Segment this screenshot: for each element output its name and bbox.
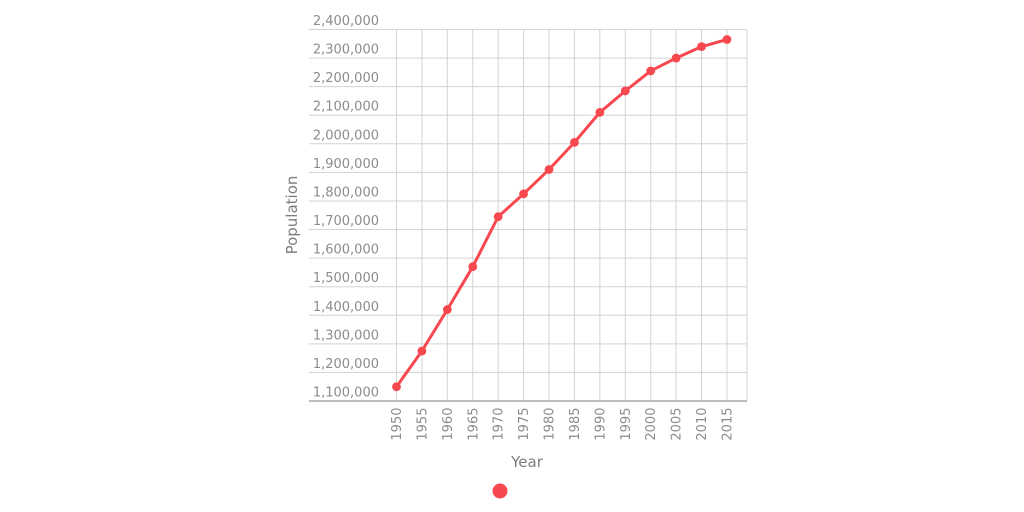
y-tick-label: 1,400,000: [313, 300, 379, 315]
x-tick-label: 2015: [720, 408, 735, 441]
x-tick-label: 1950: [390, 408, 405, 441]
x-tick-label: 2010: [695, 408, 710, 441]
data-point[interactable]: [646, 66, 656, 76]
y-tick-label: 2,300,000: [313, 43, 379, 58]
data-point[interactable]: [442, 305, 452, 314]
x-tick-label: 1980: [543, 408, 558, 441]
y-tick-label: 1,100,000: [313, 386, 379, 401]
x-tick-label: 1985: [568, 408, 583, 441]
x-tick-label: 1955: [415, 408, 430, 441]
x-tick-label: 1960: [441, 408, 456, 441]
y-tick-label: 2,400,000: [313, 14, 379, 29]
data-point[interactable]: [722, 35, 732, 44]
legend: [492, 483, 508, 499]
y-tick-label: 1,500,000: [313, 271, 379, 286]
y-tick-label: 1,200,000: [313, 357, 379, 372]
y-tick-label: 1,900,000: [313, 157, 379, 172]
y-tick-label: 1,800,000: [313, 185, 379, 200]
x-tick-label: 2000: [644, 408, 659, 441]
x-axis-title: Year: [511, 453, 543, 471]
data-point[interactable]: [620, 86, 630, 96]
x-tick-label: 1965: [466, 408, 481, 441]
x-tick-label: 1990: [593, 408, 608, 441]
x-tick-label: 2005: [670, 408, 685, 441]
series-line: [395, 38, 729, 389]
data-point[interactable]: [671, 53, 681, 63]
x-tick-label: 1975: [517, 408, 532, 441]
data-point[interactable]: [392, 382, 401, 392]
data-point[interactable]: [519, 189, 528, 199]
y-tick-label: 2,100,000: [313, 100, 379, 115]
y-tick-label: 2,000,000: [313, 128, 379, 143]
y-tick-label: 2,200,000: [313, 71, 379, 86]
data-point[interactable]: [570, 137, 579, 147]
data-point[interactable]: [595, 107, 605, 117]
data-point[interactable]: [417, 346, 427, 356]
y-axis-title: Population: [283, 175, 301, 255]
data-point[interactable]: [493, 212, 503, 222]
legend-series-marker-icon[interactable]: [492, 483, 508, 499]
y-tick-label: 1,600,000: [313, 243, 379, 258]
x-tick-label: 1970: [492, 408, 507, 441]
y-tick-label: 1,700,000: [313, 214, 379, 229]
data-point[interactable]: [544, 165, 554, 174]
x-tick-label: 1995: [619, 408, 634, 441]
y-tick-label: 1,300,000: [313, 328, 379, 343]
data-point[interactable]: [697, 42, 706, 52]
data-point[interactable]: [468, 262, 478, 272]
